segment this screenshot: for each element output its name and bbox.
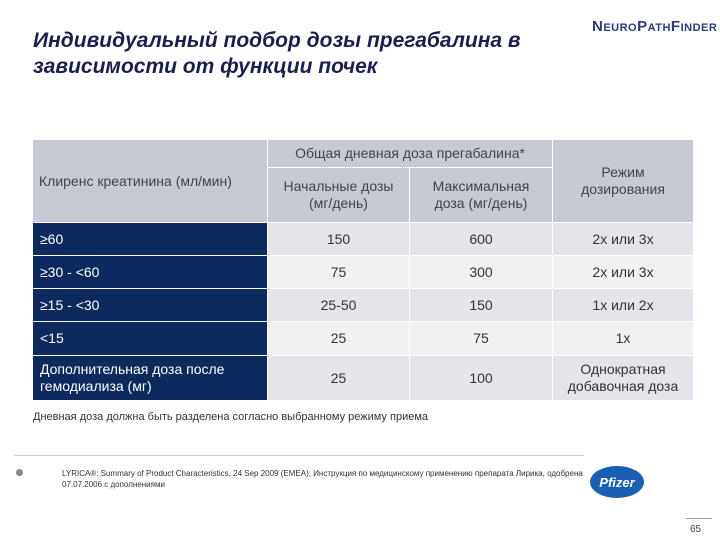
table-cell: 25 (268, 356, 409, 400)
row-header: Дополнительная доза после гемодиализа (м… (33, 356, 267, 400)
table-cell: 2x или 3x (553, 256, 693, 288)
header-cell: Максимальная доза (мг/день) (410, 168, 552, 222)
header-cell: Режим дозирования (553, 140, 693, 222)
table-cell: 75 (268, 256, 409, 288)
table-cell: 1x или 2x (553, 289, 693, 321)
table-cell: 25 (268, 322, 409, 355)
header-cell: Начальные дозы (мг/день) (268, 168, 409, 222)
title: Индивидуальный подбор дозы прегабалина в… (33, 28, 521, 80)
pfizer-logo: Pfizer (590, 466, 644, 498)
table-cell: Однократная добавочная доза (553, 356, 693, 400)
row-header: <15 (33, 322, 267, 355)
table-cell: 25-50 (268, 289, 409, 321)
page-number: 65 (690, 524, 702, 535)
bullet (16, 469, 23, 476)
table-cell: 100 (410, 356, 552, 400)
row-header: ≥30 - <60 (33, 256, 267, 288)
page-rule (686, 518, 712, 519)
row-header: ≥60 (33, 223, 267, 255)
title-line: зависимости от функции почек (33, 55, 378, 78)
reference: LYRICA®: Summary of Product Characterist… (62, 469, 583, 489)
row-header: ≥15 - <30 (33, 289, 267, 321)
header-cell: Общая дневная доза прегабалина* (268, 140, 552, 167)
table-cell: 150 (268, 223, 409, 255)
header-cell: Клиренс креатинина (мл/мин) (33, 140, 267, 222)
divider (14, 455, 584, 456)
note: Дневная доза должна быть разделена согла… (33, 411, 429, 423)
table-cell: 2x или 3x (553, 223, 693, 255)
table-cell: 1x (553, 322, 693, 355)
table-cell: 300 (410, 256, 552, 288)
table-cell: 75 (410, 322, 552, 355)
title-line: Индивидуальный подбор дозы прегабалина в (33, 29, 521, 52)
logo: NeuroPathFinder (592, 18, 718, 35)
table-cell: 600 (410, 223, 552, 255)
table-cell: 150 (410, 289, 552, 321)
